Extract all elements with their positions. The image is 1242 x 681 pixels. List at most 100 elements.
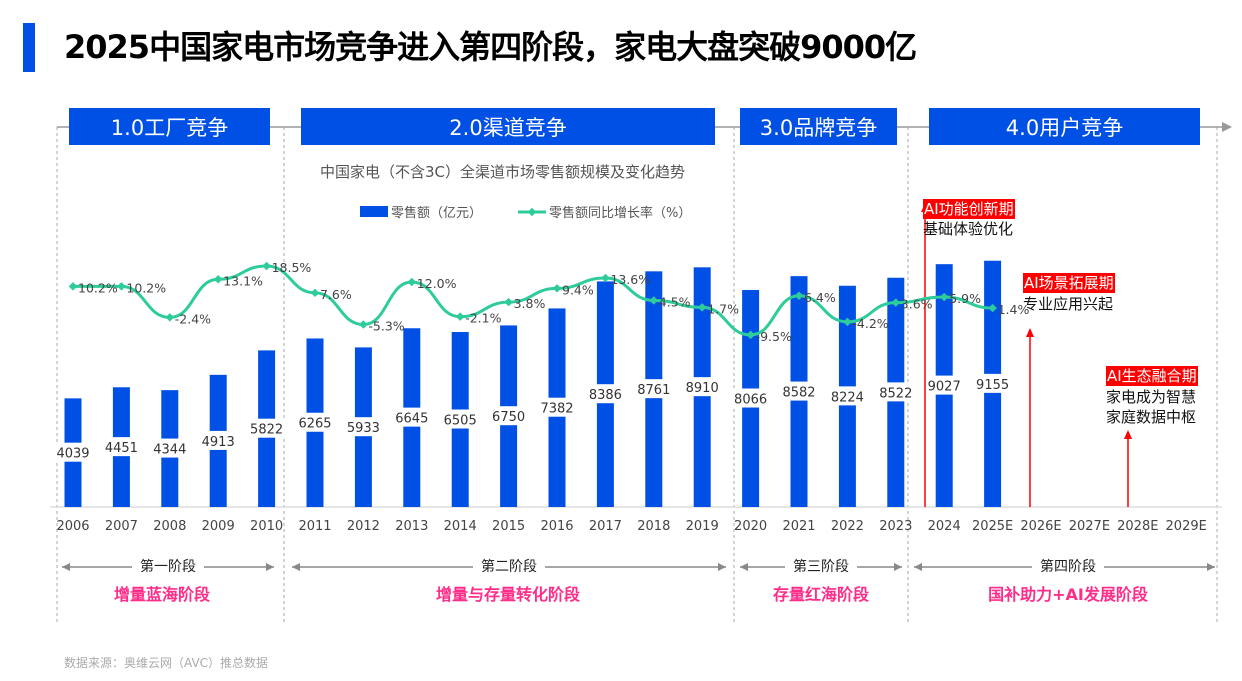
bar-value-label: 8910 <box>686 381 719 396</box>
phase-arrow-left <box>740 563 748 571</box>
growth-label: 13.6% <box>610 272 650 287</box>
growth-label: 13.1% <box>223 273 263 288</box>
bar-label-bg <box>55 442 91 462</box>
phase-label-3: 第三阶段 <box>785 556 857 576</box>
bar-label-bg <box>490 406 527 426</box>
growth-point <box>649 296 659 305</box>
bar-value-label: 4344 <box>153 443 186 458</box>
growth-point <box>552 284 562 293</box>
bar-value-label: 4913 <box>202 435 235 450</box>
bar-label-bg <box>732 388 769 408</box>
legend-line: 零售额同比增长率（%） <box>518 202 691 221</box>
x-tick-label: 2010 <box>250 519 283 534</box>
bar-label-bg <box>297 412 333 432</box>
bar-value-label: 5933 <box>347 421 380 436</box>
bar-label-bg <box>393 407 430 427</box>
x-tick-label: 2019 <box>686 519 719 534</box>
ai-period-tag-1: AI功能创新期 <box>923 199 1015 219</box>
growth-label: 1.7% <box>707 301 739 316</box>
growth-point <box>794 291 804 301</box>
growth-label: -5.3% <box>368 319 404 334</box>
growth-label: 3.6% <box>901 297 933 312</box>
bar-value-label: 8066 <box>734 393 767 408</box>
title-accent-bar <box>23 23 35 72</box>
bar-value-label: 4451 <box>105 441 138 456</box>
timeline-arrowhead <box>1222 122 1232 132</box>
phase-arrow-right <box>266 563 274 571</box>
growth-point <box>891 298 901 307</box>
chart-title: 中国家电（不含3C）全渠道市场零售额规模及变化趋势 <box>320 163 686 181</box>
bar-value-label: 9155 <box>976 378 1009 393</box>
ai-arrow-head <box>1124 430 1132 439</box>
stage-header-3: 3.0品牌竞争 <box>740 108 897 145</box>
x-tick-label: 2014 <box>444 519 477 534</box>
ai-period-desc-3a: 家电成为智慧 <box>1106 388 1197 406</box>
growth-point <box>262 261 271 271</box>
bar-label-bg <box>829 386 866 406</box>
bar-label-bg <box>684 377 721 397</box>
x-tick-label: 2016 <box>540 519 573 534</box>
phase-label-4: 第四阶段 <box>1032 556 1104 576</box>
phase-arrow-left <box>292 563 300 571</box>
bar-value-label: 6505 <box>444 414 477 429</box>
bar-label-bg <box>926 375 963 395</box>
phase-label-2: 第二阶段 <box>473 556 545 576</box>
phase-arrow-left <box>914 563 922 571</box>
legend-line-label: 零售额同比增长率（%） <box>549 206 692 221</box>
growth-label: -2.4% <box>175 311 211 326</box>
growth-label: 4.5% <box>659 294 691 309</box>
ai-arrow-head <box>1026 328 1034 337</box>
page-title: 2025中国家电市场竞争进入第四阶段，家电大盘突破9000亿 <box>64 28 917 66</box>
phase-sub-1: 增量蓝海阶段 <box>113 585 211 604</box>
stage-header-2: 2.0渠道竞争 <box>301 108 715 145</box>
growth-point <box>310 288 320 298</box>
growth-label: 3.8% <box>514 296 546 311</box>
x-tick-label: 2029E <box>1166 519 1207 534</box>
x-tick-label: 2011 <box>298 519 331 534</box>
growth-label: 1.4% <box>998 302 1030 317</box>
ai-period-desc-1: 基础体验优化 <box>923 220 1014 238</box>
x-tick-label: 2007 <box>105 519 138 534</box>
bar-label-bg <box>248 418 285 438</box>
data-source: 数据来源：奥维云网（AVC）推总数据 <box>64 656 269 670</box>
x-tick-label: 2013 <box>395 519 428 534</box>
growth-point <box>359 320 368 329</box>
phase-sub-3: 存量红海阶段 <box>772 585 870 604</box>
stage-header-1: 1.0工厂竞争 <box>69 108 270 145</box>
stage-header-4: 4.0用户竞争 <box>929 108 1200 145</box>
x-tick-label: 2017 <box>589 519 622 534</box>
x-tick-label: 2020 <box>734 519 767 534</box>
bar-label-bg <box>103 437 140 457</box>
phase-sub-2: 增量与存量转化阶段 <box>435 585 581 604</box>
growth-label: -2.1% <box>465 311 501 326</box>
growth-label: 10.2% <box>126 280 166 295</box>
x-tick-label: 2023 <box>879 519 912 534</box>
growth-point <box>697 303 707 312</box>
bar-label-bg <box>974 373 1011 393</box>
x-tick-label: 2026E <box>1020 519 1061 534</box>
bar-value-label: 8522 <box>879 386 912 401</box>
bar-label-bg <box>877 382 914 402</box>
bar-value-label: 6645 <box>395 412 428 427</box>
growth-point <box>504 297 513 307</box>
bar-label-bg <box>635 379 672 399</box>
growth-label: 18.5% <box>272 260 312 275</box>
bar-value-label: 8224 <box>831 390 864 405</box>
legend-line-swatch <box>518 207 546 216</box>
bar-value-label: 4039 <box>56 447 89 462</box>
growth-point <box>213 275 223 284</box>
ai-period-desc-3b: 家庭数据中枢 <box>1106 408 1197 426</box>
bar-label-bg <box>151 438 188 458</box>
growth-point <box>939 292 949 302</box>
phase-label-1: 第一阶段 <box>132 556 204 576</box>
phase-arrow-right <box>894 563 902 571</box>
ai-period-desc-2: 专业应用兴起 <box>1023 295 1114 313</box>
bar-value-label: 5822 <box>250 423 283 438</box>
legend-bar: 零售额（亿元） <box>360 202 482 221</box>
bar-value-label: 6265 <box>298 417 331 432</box>
ai-period-tag-3: AI生态融合期 <box>1106 366 1198 386</box>
legend-bar-label: 零售额（亿元） <box>391 206 483 221</box>
growth-point <box>407 277 417 287</box>
